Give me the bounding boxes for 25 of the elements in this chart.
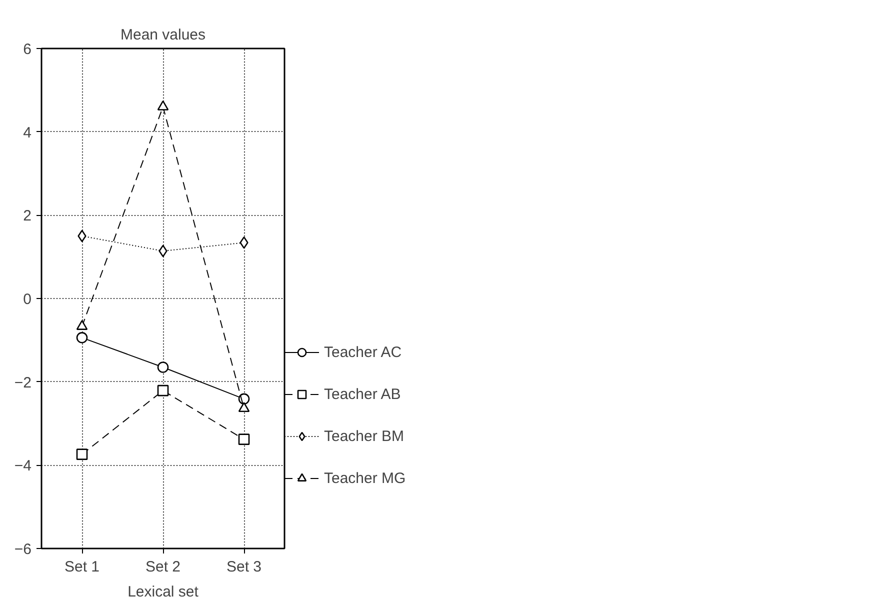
point [240,236,248,249]
legend-label: Teacher MG [324,470,406,486]
y-tick-label: −2 [14,374,32,392]
y-tick-label: 6 [23,41,32,58]
x-axis-title: Lexical set [128,584,200,600]
point [238,402,250,412]
legend-label: Teacher AB [324,386,401,402]
x-tick-label: Set 3 [226,558,262,576]
chart-title: Mean values [120,26,206,44]
point [76,448,88,460]
point [157,362,169,373]
point [157,100,169,110]
point [76,332,88,344]
y-tick-label: −6 [14,541,32,558]
y-tick-label: 2 [23,208,32,225]
y-tick-label: 4 [23,124,32,142]
y-tick-label: −4 [14,458,32,475]
point [157,384,169,396]
point [76,320,88,330]
point [238,434,250,445]
y-tick-label: 0 [23,291,32,308]
legend-label: Teacher AC [324,344,402,360]
legend-label: Teacher BM [324,428,404,444]
x-tick-label: Set 2 [145,558,181,576]
x-tick-label: Set 1 [64,558,100,576]
